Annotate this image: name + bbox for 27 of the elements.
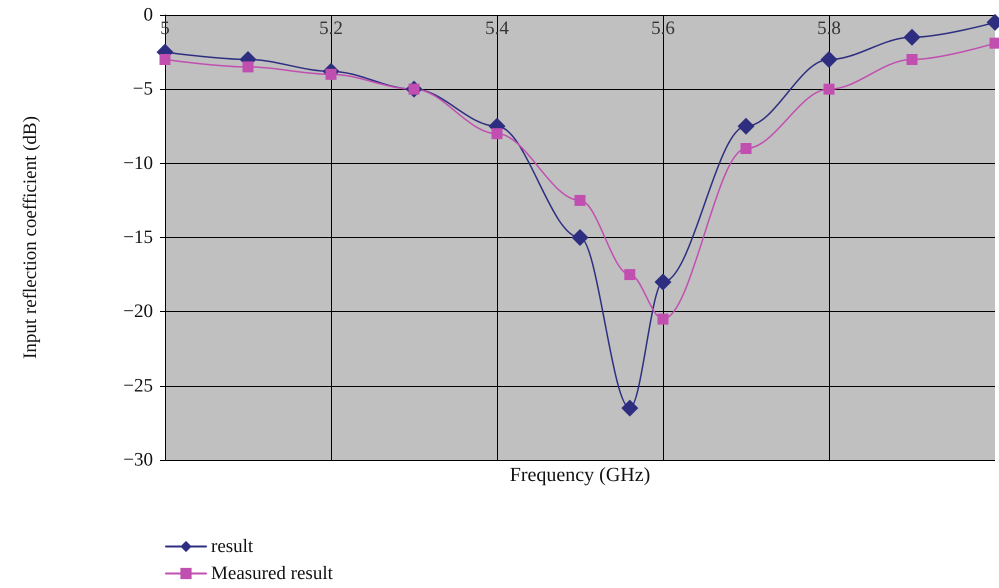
point [740, 143, 752, 154]
y-tick-label: −15 [123, 227, 153, 248]
legend-label: result [211, 536, 254, 557]
point [906, 54, 918, 65]
point [904, 28, 920, 46]
y-tick-label: −30 [123, 450, 153, 470]
point [654, 274, 672, 290]
point [160, 54, 170, 65]
point [990, 38, 999, 49]
legend-label: Measured result [211, 563, 334, 584]
point [574, 194, 586, 206]
y-tick-label: −5 [132, 78, 153, 100]
point [824, 84, 834, 95]
point [820, 51, 838, 68]
point [242, 61, 254, 72]
y-axis-title: Input reflection coefficient (dB) [20, 116, 41, 359]
point [624, 269, 636, 280]
point [621, 400, 638, 417]
point [572, 229, 588, 246]
y-tick-label: −25 [123, 375, 153, 396]
x-axis-title: Frequency (GHz) [510, 464, 650, 486]
point [492, 128, 502, 140]
y-tick-label: −20 [123, 301, 153, 322]
point [738, 118, 754, 135]
y-tick-label: −10 [123, 152, 153, 174]
point [658, 314, 668, 325]
y-tick-label: 0 [144, 4, 153, 26]
